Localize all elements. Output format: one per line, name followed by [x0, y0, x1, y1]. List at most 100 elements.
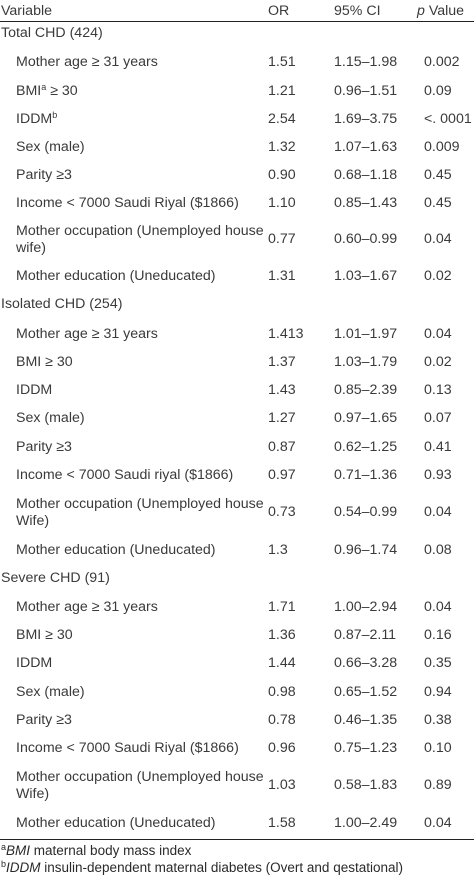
row-variable: Sex (male) [16, 139, 85, 155]
row-variable: Parity ≥3 [16, 712, 72, 728]
row-or: 1.37 [268, 354, 296, 370]
row-p: <. 0001 [424, 111, 472, 127]
row-variable: Income < 7000 Saudi riyal ($1866) [16, 467, 234, 483]
row-ci: 1.69–3.75 [334, 111, 398, 127]
row-p: 0.16 [424, 627, 452, 643]
row-ci: 0.87–2.11 [334, 627, 397, 643]
footnote-b: bIDDM insulin-dependent maternal diabete… [1, 859, 403, 876]
row-or: 1.36 [268, 627, 296, 643]
group-label: Isolated CHD (254) [1, 296, 123, 312]
row-p: 0.93 [424, 467, 452, 483]
row-variable: IDDM [16, 655, 53, 671]
row-ci: 0.66–3.28 [334, 655, 398, 671]
header-ci: 95% CI [334, 3, 381, 19]
row-p: 0.04 [424, 815, 452, 831]
row-or: 0.97 [268, 467, 296, 483]
row-variable: Mother education (Uneducated) [16, 542, 216, 558]
row-ci: 0.85–1.43 [334, 195, 398, 211]
row-or: 0.77 [268, 231, 296, 247]
row-ci: 1.03–1.67 [334, 268, 398, 284]
row-or: 1.71 [268, 599, 296, 615]
group-label: Total CHD (424) [1, 25, 103, 41]
row-ci: 0.46–1.35 [334, 712, 398, 728]
row-or: 1.21 [268, 83, 296, 99]
row-or: 1.43 [268, 382, 296, 398]
footnote-text: maternal body mass index [30, 843, 192, 858]
footnote-marker: a [41, 82, 47, 92]
row-or: 0.78 [268, 712, 296, 728]
row-variable: Parity ≥3 [16, 167, 72, 183]
row-p: 0.07 [424, 410, 452, 426]
row-variable: Income < 7000 Saudi Riyal ($1866) [16, 195, 239, 211]
header-p-italic: p [417, 3, 425, 19]
header-p-value: p Value [417, 3, 464, 20]
row-or: 1.10 [268, 195, 296, 211]
row-ci: 0.60–0.99 [334, 231, 398, 247]
footnote-a: aBMI maternal body mass index [1, 842, 191, 859]
row-or: 2.54 [268, 111, 296, 127]
row-or: 1.27 [268, 410, 296, 426]
row-variable: Mother education (Uneducated) [16, 815, 216, 831]
row-ci: 1.07–1.63 [334, 139, 398, 155]
row-variable: Mother education (Uneducated) [16, 268, 216, 284]
row-or: 1.413 [268, 326, 304, 342]
row-or: 1.32 [268, 139, 296, 155]
row-or: 0.90 [268, 167, 296, 183]
row-or: 1.3 [268, 542, 288, 558]
row-p: 0.02 [424, 354, 452, 370]
header-p-rest: Value [424, 3, 465, 19]
row-variable-after: ≥ 30 [46, 83, 78, 99]
row-variable: Income < 7000 Saudi Riyal ($1866) [16, 740, 239, 756]
row-ci: 0.85–2.39 [334, 382, 398, 398]
row-p: 0.41 [424, 439, 452, 455]
row-ci: 0.58–1.83 [334, 777, 398, 793]
row-p: 0.04 [424, 231, 452, 247]
row-p: 0.45 [424, 195, 452, 211]
row-ci: 0.71–1.36 [334, 467, 398, 483]
row-ci: 0.96–1.74 [334, 542, 398, 558]
row-variable: BMI ≥ 30 [16, 354, 73, 370]
row-p: 0.45 [424, 167, 452, 183]
row-or: 0.73 [268, 504, 296, 520]
row-or: 1.58 [268, 815, 296, 831]
row-ci: 1.00–2.49 [334, 815, 398, 831]
row-ci: 1.15–1.98 [334, 54, 398, 70]
row-ci: 0.65–1.52 [334, 684, 398, 700]
row-variable: Parity ≥3 [16, 439, 72, 455]
header-or: OR [268, 3, 290, 19]
row-or: 0.98 [268, 684, 296, 700]
header-bottom-rule [0, 21, 474, 22]
row-or: 0.96 [268, 740, 296, 756]
row-ci: 0.68–1.18 [334, 167, 398, 183]
row-or: 0.87 [268, 439, 296, 455]
row-ci: 0.75–1.23 [334, 740, 398, 756]
row-variable: BMIa ≥ 30 [16, 83, 266, 100]
row-ci: 0.97–1.65 [334, 410, 398, 426]
row-ci: 0.96–1.51 [334, 83, 398, 99]
row-variable: Sex (male) [16, 684, 85, 700]
row-p: 0.009 [424, 139, 460, 155]
row-ci: 0.54–0.99 [334, 504, 398, 520]
row-ci: 1.00–2.94 [334, 599, 398, 615]
row-ci: 1.01–1.97 [334, 326, 398, 342]
row-variable: Mother occupation (Unemployed house Wife… [16, 496, 264, 529]
row-variable: Mother age ≥ 31 years [16, 326, 158, 342]
row-variable: Sex (male) [16, 410, 85, 426]
row-or: 1.31 [268, 268, 296, 284]
row-variable: Mother occupation (Unemployed house wife… [16, 223, 264, 256]
footnote-mark: b [1, 859, 7, 869]
group-label: Severe CHD (91) [1, 570, 110, 586]
row-ci: 1.03–1.79 [334, 354, 398, 370]
table-bottom-rule [0, 839, 474, 840]
row-variable: IDDM [16, 382, 53, 398]
row-p: 0.94 [424, 684, 452, 700]
row-p: 0.13 [424, 382, 452, 398]
row-or: 1.03 [268, 777, 296, 793]
row-p: 0.02 [424, 268, 452, 284]
footnote-mark: a [1, 842, 7, 852]
row-p: 0.89 [424, 777, 452, 793]
row-variable: IDDMb [16, 111, 266, 128]
row-p: 0.09 [424, 83, 452, 99]
row-p: 0.04 [424, 599, 452, 615]
